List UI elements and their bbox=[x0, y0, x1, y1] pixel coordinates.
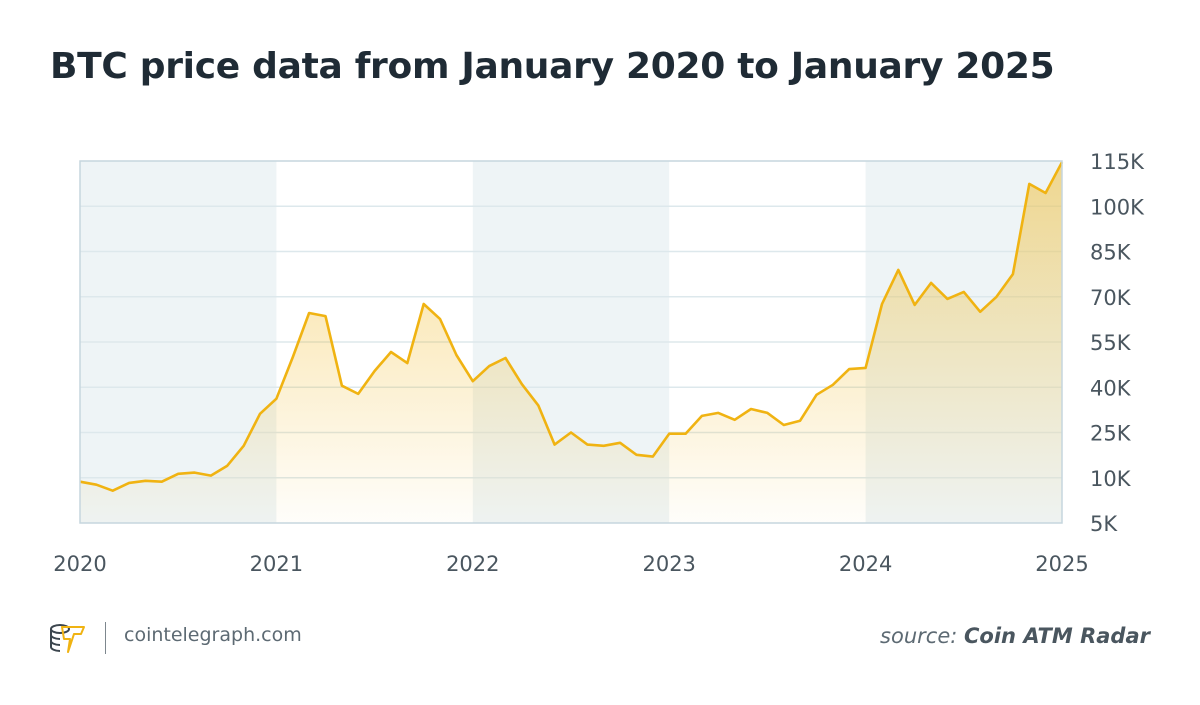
y-tick-label: 5K bbox=[1090, 512, 1118, 536]
y-tick-label: 55K bbox=[1090, 331, 1132, 355]
footer-divider bbox=[105, 622, 106, 654]
x-tick-label: 2024 bbox=[839, 552, 892, 576]
price-line bbox=[79, 161, 1064, 492]
site-link[interactable]: cointelegraph.com bbox=[124, 624, 302, 646]
price-area bbox=[80, 162, 1062, 523]
y-tick-label: 100K bbox=[1090, 195, 1145, 219]
y-tick-label: 70K bbox=[1090, 286, 1132, 310]
x-tick-label: 2022 bbox=[446, 552, 499, 576]
source-credit: source: Coin ATM Radar bbox=[880, 624, 1150, 648]
y-tick-label: 40K bbox=[1090, 376, 1132, 400]
x-tick-label: 2021 bbox=[250, 552, 303, 576]
y-tick-label: 115K bbox=[1090, 150, 1145, 174]
y-tick-label: 10K bbox=[1090, 467, 1132, 491]
source-name: Coin ATM Radar bbox=[964, 624, 1150, 648]
x-tick-label: 2020 bbox=[53, 552, 106, 576]
chart-title: BTC price data from January 2020 to Janu… bbox=[50, 46, 1055, 87]
source-prefix: source: bbox=[880, 624, 958, 648]
x-tick-label: 2023 bbox=[642, 552, 695, 576]
y-tick-label: 85K bbox=[1090, 241, 1132, 265]
x-tick-label: 2025 bbox=[1035, 552, 1088, 576]
plot-frame bbox=[79, 160, 1063, 524]
y-tick-label: 25K bbox=[1090, 422, 1132, 446]
